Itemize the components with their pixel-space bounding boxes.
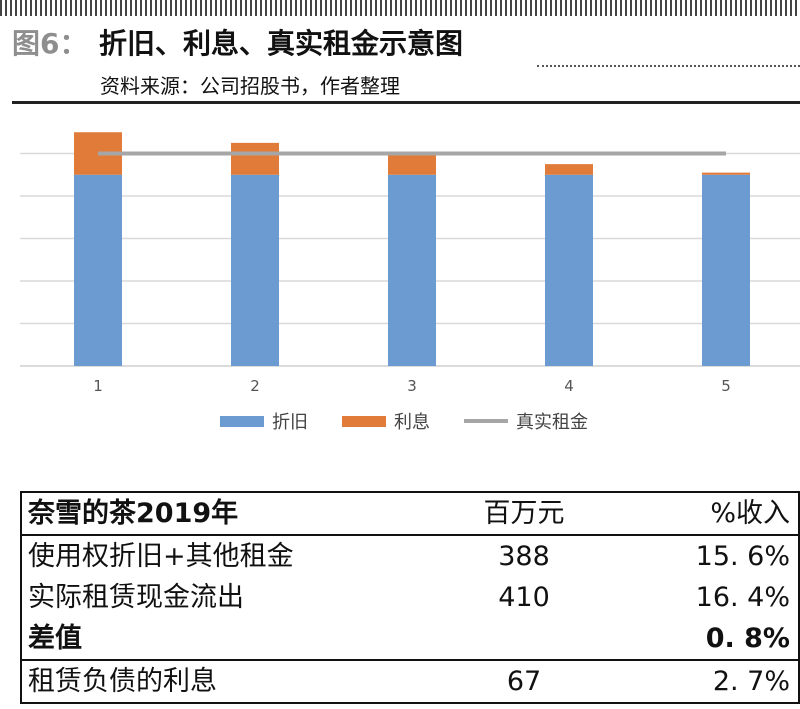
figure-source: 资料来源：公司招股书，作者整理 bbox=[100, 74, 400, 98]
header-dotted-rule bbox=[537, 65, 800, 67]
table-row-label: 差值 bbox=[20, 618, 408, 660]
table-row-label: 租赁负债的利息 bbox=[20, 659, 408, 704]
figure-title: 折旧、利息、真实租金示意图 bbox=[99, 27, 464, 60]
legend-swatch bbox=[342, 416, 386, 427]
table-row-value: 67 bbox=[408, 659, 634, 704]
table-row-label: 实际租赁现金流出 bbox=[20, 577, 408, 618]
table-row-pct: 2. 7% bbox=[634, 659, 800, 704]
bar-segment-折旧 bbox=[388, 174, 436, 366]
table-row: 租赁负债的利息 67 2. 7% bbox=[20, 659, 800, 704]
bar-segment-利息 bbox=[231, 142, 279, 175]
financial-table: 奈雪的茶2019年 百万元 %收入 使用权折旧+其他租金 388 15. 6% 实际租… bbox=[20, 491, 800, 704]
legend-label: 真实租金 bbox=[516, 412, 588, 433]
table-row-label: 使用权折旧+其他租金 bbox=[20, 535, 408, 577]
table-header-label: 奈雪的茶2019年 bbox=[20, 491, 408, 536]
table-row-pct: 15. 6% bbox=[634, 535, 800, 577]
table-header-unit: 百万元 bbox=[408, 491, 634, 536]
bar-segment-折旧 bbox=[702, 174, 750, 366]
x-tick-label: 5 bbox=[721, 377, 731, 395]
table-row-pct: 0. 8% bbox=[634, 618, 800, 660]
table-row-value bbox=[408, 618, 634, 660]
bar-segment-利息 bbox=[388, 153, 436, 175]
bar-segment-折旧 bbox=[545, 174, 593, 366]
bar-segment-折旧 bbox=[74, 174, 122, 366]
table-row: 差值 0. 8% bbox=[20, 618, 800, 660]
table-header-row: 奈雪的茶2019年 百万元 %收入 bbox=[20, 491, 800, 536]
table-row-value: 410 bbox=[498, 582, 550, 613]
top-stripe-decoration bbox=[0, 0, 800, 16]
x-tick-label: 1 bbox=[93, 377, 103, 395]
table-row-value: 388 bbox=[498, 541, 550, 572]
legend-swatch bbox=[220, 416, 264, 427]
figure-label: 图6： bbox=[12, 27, 88, 60]
bar-segment-利息 bbox=[702, 172, 750, 175]
x-tick-label: 4 bbox=[564, 377, 574, 395]
table-header-pct: %收入 bbox=[634, 491, 800, 536]
table-row: 使用权折旧+其他租金 388 15. 6% bbox=[20, 535, 800, 577]
bar-segment-折旧 bbox=[231, 174, 279, 366]
header-rule bbox=[12, 101, 800, 104]
table-row-pct: 16. 4% bbox=[634, 577, 800, 618]
legend-label: 利息 bbox=[394, 412, 430, 433]
figure-header: 图6： 折旧、利息、真实租金示意图 bbox=[12, 22, 800, 67]
x-tick-label: 2 bbox=[250, 377, 260, 395]
stacked-bar-chart: 1 2 3 4 5 折旧 利息 真实租金 bbox=[20, 132, 800, 433]
x-tick-label: 3 bbox=[407, 377, 417, 395]
table-row: 实际租赁现金流出 410 16. 4% bbox=[20, 577, 800, 618]
legend-label: 折旧 bbox=[272, 412, 308, 433]
bar-segment-利息 bbox=[545, 164, 593, 175]
